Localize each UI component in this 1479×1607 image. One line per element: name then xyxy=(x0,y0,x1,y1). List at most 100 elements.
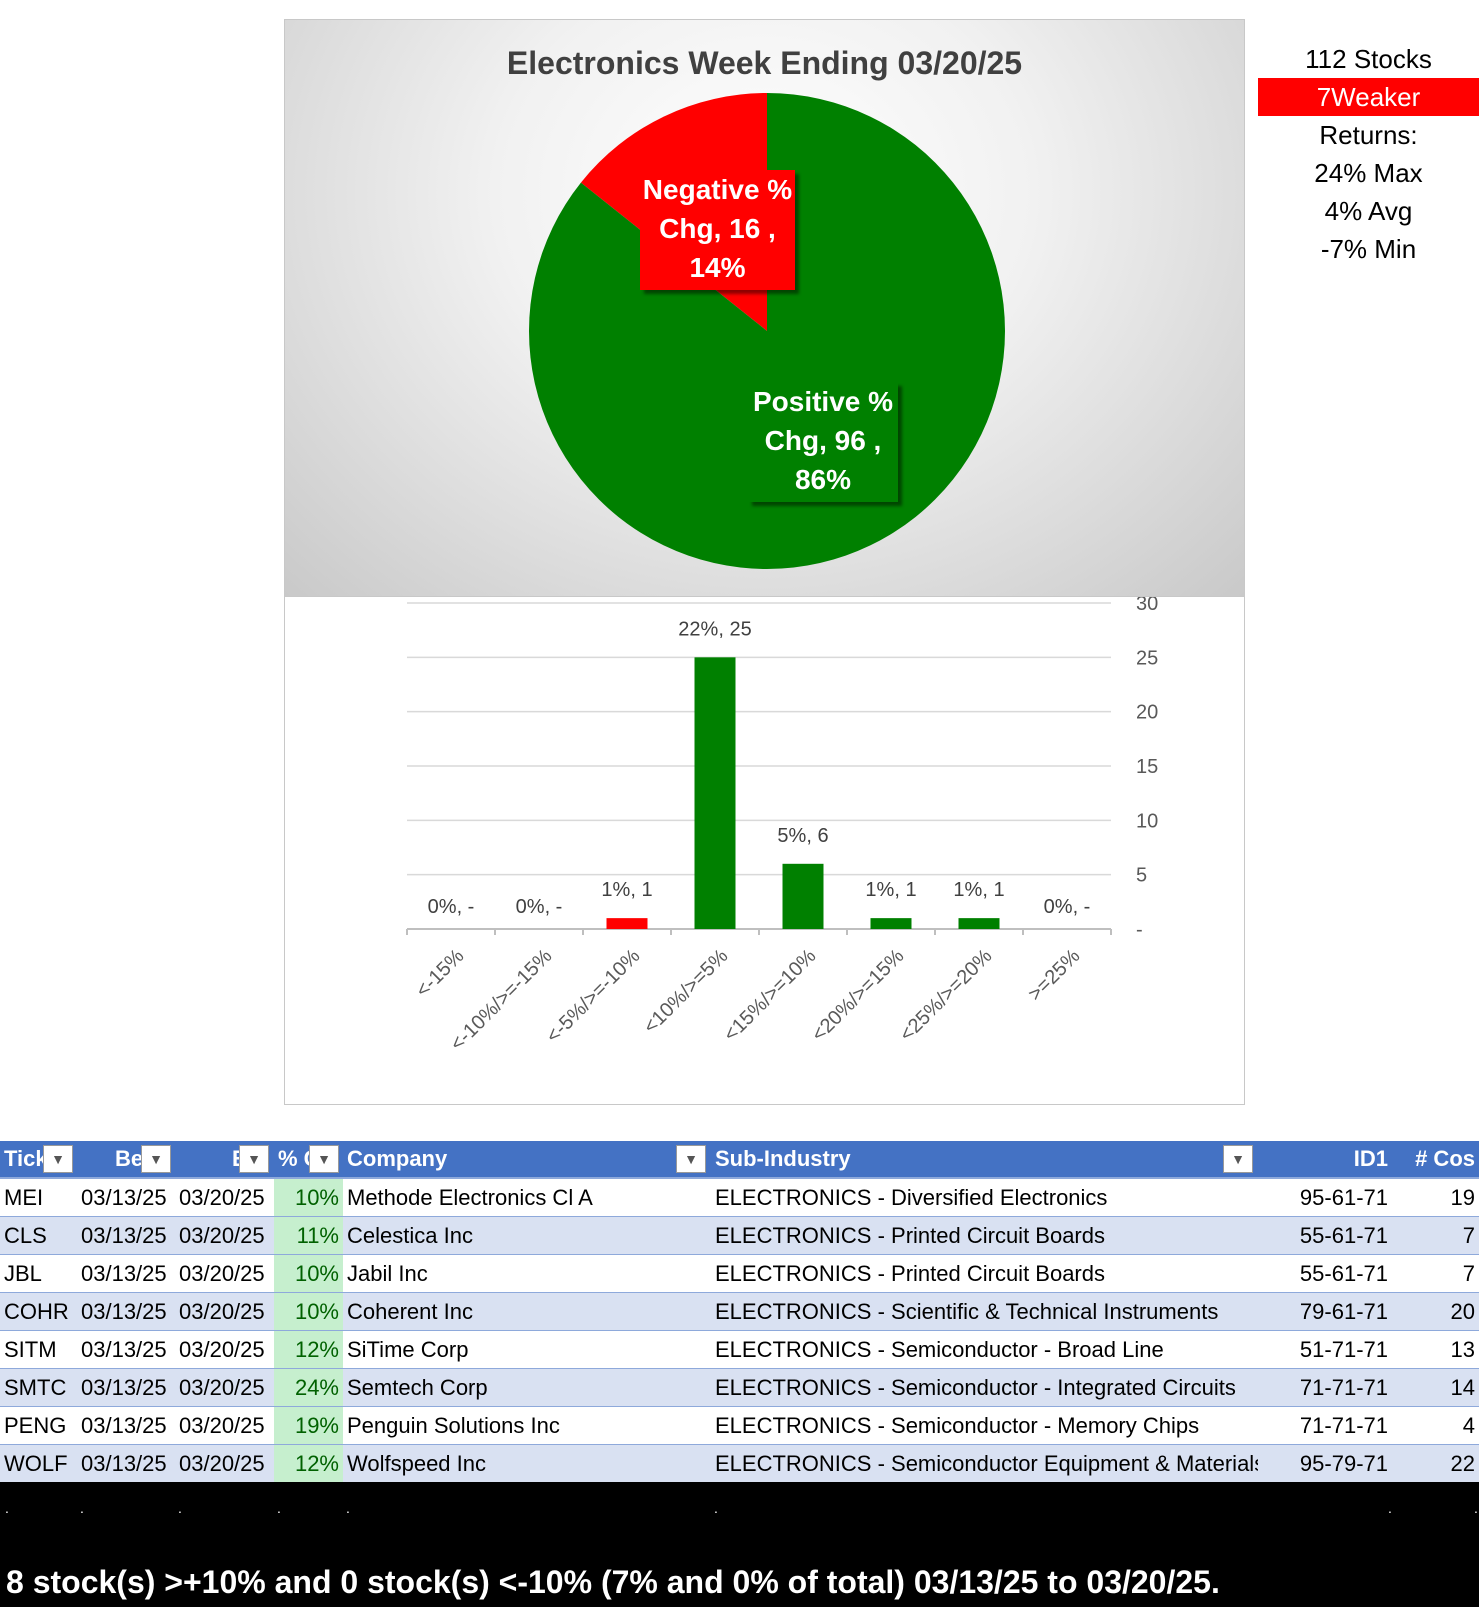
cell-begin-date[interactable]: 03/13/25 xyxy=(77,1444,175,1483)
pie-label-positive: Positive % Chg, 96 , 86% xyxy=(748,382,898,502)
cell-cos-count[interactable]: 7 xyxy=(1392,1216,1479,1255)
cell-end-date[interactable]: 03/20/25 xyxy=(175,1216,274,1255)
cell-end-date[interactable]: 03/20/25 xyxy=(175,1178,274,1217)
cell-end-date[interactable]: 03/20/25 xyxy=(175,1368,274,1407)
cell-pct-change[interactable]: 10% xyxy=(274,1178,343,1217)
table-row[interactable]: MEI 03/13/25 03/20/25 10% Methode Electronic… xyxy=(0,1178,1479,1217)
cell-begin-date[interactable]: 03/13/25 xyxy=(77,1368,175,1407)
pie-chart-title: Electronics Week Ending 03/20/25 xyxy=(506,45,1023,81)
y-tick-label: 25 xyxy=(1136,647,1158,669)
cell-sub-industry[interactable]: ELECTRONICS - Semiconductor Equipment & … xyxy=(711,1444,1258,1483)
cell-sub-industry[interactable]: ELECTRONICS - Semiconductor - Memory Chi… xyxy=(711,1406,1258,1445)
cell-end-date[interactable]: 03/20/25 xyxy=(175,1406,274,1445)
filter-dropdown-icon[interactable]: ▼ xyxy=(239,1145,269,1173)
filter-dropdown-icon[interactable]: ▼ xyxy=(309,1145,339,1173)
table-row[interactable]: SMTC 03/13/25 03/20/25 24% Semtech Corp ELECT… xyxy=(0,1368,1479,1407)
cell-company[interactable]: SiTime Corp xyxy=(343,1330,711,1369)
cell-begin-date[interactable]: 03/13/25 xyxy=(77,1178,175,1217)
filter-dropdown-icon[interactable]: ▼ xyxy=(141,1145,171,1173)
cell-company[interactable]: Celestica Inc xyxy=(343,1216,711,1255)
header-sub-industry[interactable]: Sub-Industry ▼ xyxy=(711,1141,1258,1179)
cell-ticker[interactable]: WOLF xyxy=(0,1444,77,1483)
header-pct-change[interactable]: % C ▼ xyxy=(274,1141,343,1179)
cell-id1[interactable]: 71-71-71 xyxy=(1258,1406,1392,1445)
cell-sub-industry[interactable]: ELECTRONICS - Printed Circuit Boards xyxy=(711,1254,1258,1293)
cell-pct-change[interactable]: 12% xyxy=(274,1444,343,1483)
cell-ticker[interactable]: SITM xyxy=(0,1330,77,1369)
cell-cos-count[interactable]: 4 xyxy=(1392,1406,1479,1445)
cell-company[interactable]: Wolfspeed Inc xyxy=(343,1444,711,1483)
x-tick-label: <20%/>=15% xyxy=(808,945,909,1046)
filter-dropdown-icon[interactable]: ▼ xyxy=(1223,1145,1253,1173)
cell-company[interactable]: Jabil Inc xyxy=(343,1254,711,1293)
cell-pct-change[interactable]: 10% xyxy=(274,1292,343,1331)
cell-begin-date[interactable]: 03/13/25 xyxy=(77,1330,175,1369)
cell-id1[interactable]: 71-71-71 xyxy=(1258,1368,1392,1407)
cell-sub-industry[interactable]: ELECTRONICS - Printed Circuit Boards xyxy=(711,1216,1258,1255)
cell-end-date[interactable]: 03/20/25 xyxy=(175,1292,274,1331)
cell-sub-industry[interactable]: ELECTRONICS - Semiconductor - Broad Line xyxy=(711,1330,1258,1369)
cell-id1[interactable]: 79-61-71 xyxy=(1258,1292,1392,1331)
cell-ticker[interactable]: CLS xyxy=(0,1216,77,1255)
cell-ticker[interactable]: MEI xyxy=(0,1178,77,1217)
cell-company[interactable]: Semtech Corp xyxy=(343,1368,711,1407)
cell-begin-date[interactable]: 03/13/25 xyxy=(77,1406,175,1445)
header-company[interactable]: Company ▼ xyxy=(343,1141,711,1179)
header-ticker[interactable]: Tick ▼ xyxy=(0,1141,77,1179)
cell-cos-count[interactable]: 7 xyxy=(1392,1254,1479,1293)
cell-ticker[interactable]: SMTC xyxy=(0,1368,77,1407)
cell-id1[interactable]: 95-61-71 xyxy=(1258,1178,1392,1217)
cell-cos-count[interactable]: 14 xyxy=(1392,1368,1479,1407)
table-row[interactable]: WOLF 03/13/25 03/20/25 12% Wolfspeed Inc ELEC… xyxy=(0,1444,1479,1483)
pie-chart-panel: Electronics Week Ending 03/20/25 Negativ… xyxy=(284,19,1245,597)
header-id1[interactable]: ID1 xyxy=(1258,1141,1392,1179)
header-begin[interactable]: Be ▼ xyxy=(77,1141,175,1179)
cell-begin-date[interactable]: 03/13/25 xyxy=(77,1292,175,1331)
cell-id1[interactable]: 55-61-71 xyxy=(1258,1216,1392,1255)
filter-dropdown-icon[interactable]: ▼ xyxy=(676,1145,706,1173)
cell-ticker[interactable]: PENG xyxy=(0,1406,77,1445)
cell-pct-change[interactable]: 12% xyxy=(274,1330,343,1369)
header-cos-count[interactable]: # Cos xyxy=(1392,1141,1479,1179)
data-label: 0%, - xyxy=(516,896,563,918)
pie-chart xyxy=(529,93,1005,569)
bar xyxy=(870,918,912,929)
cell-pct-change[interactable]: 11% xyxy=(274,1216,343,1255)
cell-end-date[interactable]: 03/20/25 xyxy=(175,1330,274,1369)
cell-end-date[interactable]: 03/20/25 xyxy=(175,1254,274,1293)
cell-cos-count[interactable]: 22 xyxy=(1392,1444,1479,1483)
cell-id1[interactable]: 51-71-71 xyxy=(1258,1330,1392,1369)
cell-pct-change[interactable]: 24% xyxy=(274,1368,343,1407)
cell-end-date[interactable]: 03/20/25 xyxy=(175,1444,274,1483)
footer-dot: . xyxy=(714,1500,718,1516)
cell-begin-date[interactable]: 03/13/25 xyxy=(77,1216,175,1255)
cell-id1[interactable]: 55-61-71 xyxy=(1258,1254,1392,1293)
cell-ticker[interactable]: JBL xyxy=(0,1254,77,1293)
header-end[interactable]: E▼ xyxy=(175,1141,274,1179)
x-tick-label: <15%/>=10% xyxy=(720,945,821,1046)
table-row[interactable]: CLS 03/13/25 03/20/25 11% Celestica Inc ELECT… xyxy=(0,1216,1479,1255)
cell-cos-count[interactable]: 13 xyxy=(1392,1330,1479,1369)
table-row[interactable]: COHR 03/13/25 03/20/25 10% Coherent Inc ELECT… xyxy=(0,1292,1479,1331)
cell-ticker[interactable]: COHR xyxy=(0,1292,77,1331)
filter-dropdown-icon[interactable]: ▼ xyxy=(43,1145,73,1173)
data-label: 0%, - xyxy=(1044,896,1091,918)
bar xyxy=(958,918,1000,929)
footer-dot: . xyxy=(1388,1500,1392,1516)
cell-pct-change[interactable]: 10% xyxy=(274,1254,343,1293)
cell-id1[interactable]: 95-79-71 xyxy=(1258,1444,1392,1483)
table-row[interactable]: JBL 03/13/25 03/20/25 10% Jabil Inc ELECTRONI… xyxy=(0,1254,1479,1293)
cell-begin-date[interactable]: 03/13/25 xyxy=(77,1254,175,1293)
cell-pct-change[interactable]: 19% xyxy=(274,1406,343,1445)
cell-company[interactable]: Penguin Solutions Inc xyxy=(343,1406,711,1445)
table-row[interactable]: PENG 03/13/25 03/20/25 19% Penguin Solutions… xyxy=(0,1406,1479,1445)
cell-cos-count[interactable]: 19 xyxy=(1392,1178,1479,1217)
cell-company[interactable]: Coherent Inc xyxy=(343,1292,711,1331)
cell-cos-count[interactable]: 20 xyxy=(1392,1292,1479,1331)
table-row[interactable]: SITM 03/13/25 03/20/25 12% SiTime Corp ELECTR… xyxy=(0,1330,1479,1369)
cell-sub-industry[interactable]: ELECTRONICS - Semiconductor - Integrated… xyxy=(711,1368,1258,1407)
x-tick-label: <-15% xyxy=(412,945,469,1002)
cell-company[interactable]: Methode Electronics Cl A xyxy=(343,1178,711,1217)
cell-sub-industry[interactable]: ELECTRONICS - Diversified Electronics xyxy=(711,1178,1258,1217)
cell-sub-industry[interactable]: ELECTRONICS - Scientific & Technical Ins… xyxy=(711,1292,1258,1331)
